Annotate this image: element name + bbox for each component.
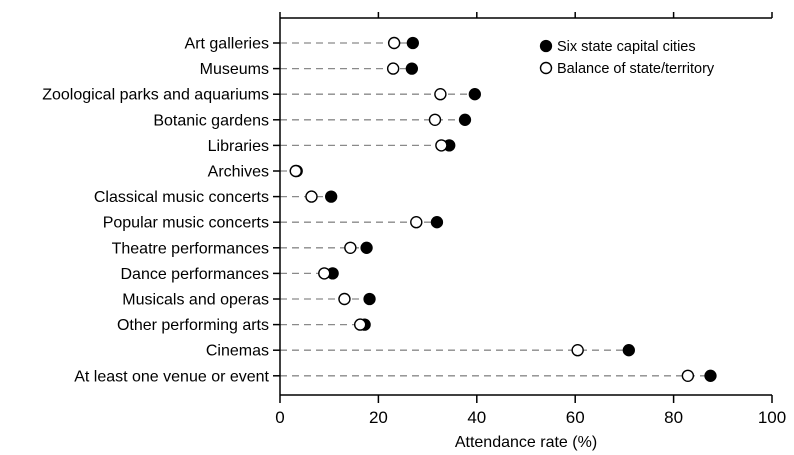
x-tick-label: 80	[664, 408, 683, 427]
point-six-state-capital-cities	[405, 62, 419, 75]
category-label: Zoological parks and aquariums	[42, 87, 269, 104]
point-balance-of-state	[318, 267, 331, 280]
category-label: Theatre performances	[112, 240, 269, 257]
x-tick-label: 40	[467, 408, 486, 427]
category-label: Botanic gardens	[153, 112, 269, 129]
point-six-state-capital-cities	[622, 344, 635, 357]
point-balance-of-state	[386, 62, 400, 75]
point-balance-of-state	[435, 139, 448, 152]
point-balance-of-state	[681, 369, 695, 382]
point-six-state-capital-cities	[430, 216, 444, 229]
point-balance-of-state	[305, 190, 318, 203]
x-tick-label: 100	[758, 408, 786, 427]
category-label: Classical music concerts	[94, 189, 269, 206]
category-label: Museums	[200, 61, 269, 78]
category-label: Popular music concerts	[103, 215, 269, 232]
point-balance-of-state	[353, 318, 367, 331]
category-label: At least one venue or event	[74, 368, 269, 385]
category-label: Libraries	[208, 138, 269, 155]
point-six-state-capital-cities	[406, 36, 419, 50]
top-ticks	[279, 12, 773, 18]
legend-marker-filled	[539, 39, 553, 53]
data-points	[289, 36, 717, 382]
category-labels: Art galleries Museums Zoological parks and…	[42, 36, 280, 385]
category-label: Cinemas	[206, 343, 269, 360]
point-balance-of-state	[434, 87, 447, 101]
point-balance-of-state	[410, 215, 423, 229]
category-label: Musicals and operas	[122, 292, 269, 309]
point-six-state-capital-cities	[325, 190, 338, 203]
legend-marker-open	[539, 61, 553, 75]
legend: Six state capital cities Balance of state…	[539, 39, 715, 77]
category-label: Other performing arts	[117, 317, 269, 334]
point-six-state-capital-cities	[363, 292, 376, 306]
point-six-state-capital-cities	[704, 369, 717, 382]
legend-label-balance-of-state: Balance of state/territory	[557, 61, 715, 77]
legend-label-six-state-capital-cities: Six state capital cities	[557, 39, 696, 55]
x-tick-label: 20	[369, 408, 388, 427]
category-label: Archives	[208, 164, 269, 181]
category-label: Art galleries	[185, 36, 269, 53]
point-balance-of-state	[571, 344, 584, 357]
point-balance-of-state	[344, 241, 357, 255]
point-six-state-capital-cities	[458, 113, 472, 126]
category-label: Dance performances	[120, 266, 269, 283]
point-six-state-capital-cities	[468, 88, 481, 101]
point-balance-of-state	[387, 36, 401, 50]
x-tick-label: 60	[566, 408, 585, 427]
point-six-state-capital-cities	[360, 241, 373, 254]
x-axis-title: Attendance rate (%)	[455, 434, 597, 451]
x-axis-ticks: 0 20 40 60 80 100	[275, 395, 786, 427]
point-balance-of-state	[338, 292, 351, 306]
x-tick-label: 0	[275, 408, 284, 427]
point-balance-of-state	[289, 164, 302, 178]
point-balance-of-state	[428, 113, 442, 127]
connector-lines	[280, 42, 711, 377]
